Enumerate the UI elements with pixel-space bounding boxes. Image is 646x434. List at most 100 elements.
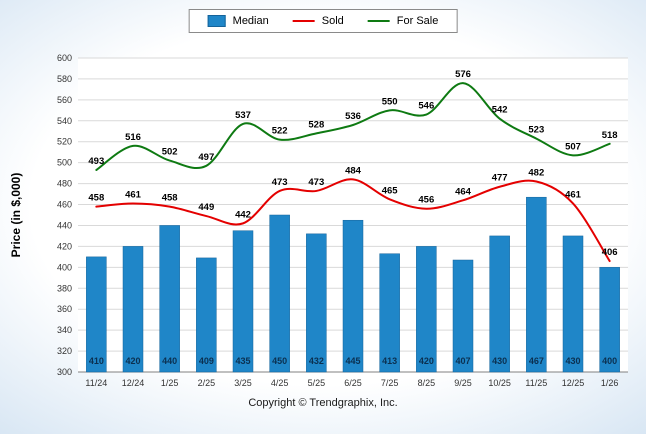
legend-item-median: Median: [207, 15, 269, 27]
point-value-label: 550: [382, 96, 398, 107]
point-value-label: 518: [602, 130, 618, 141]
point-value-label: 542: [492, 105, 508, 116]
bar-value-label: 440: [162, 356, 177, 366]
for-sale-line-swatch-icon: [367, 20, 390, 22]
point-value-label: 458: [88, 193, 104, 204]
y-tick-label: 420: [57, 241, 72, 251]
x-tick-label: 11/24: [85, 378, 107, 388]
median-bar: [452, 259, 474, 373]
sold-line: [95, 178, 611, 263]
y-tick-label: 300: [57, 367, 72, 377]
x-tick-label: 4/25: [271, 378, 289, 388]
point-value-label: 406: [602, 247, 618, 258]
point-value-label: 464: [455, 186, 472, 197]
x-tick-label: 11/25: [525, 378, 547, 388]
x-tick-label: 5/25: [308, 378, 326, 388]
point-value-label: 456: [418, 195, 434, 206]
x-tick-label: 2/25: [198, 378, 216, 388]
legend-item-sold: Sold: [292, 15, 344, 27]
copyright-text: Copyright © Trendgraphix, Inc.: [248, 397, 398, 409]
point-value-label: 482: [528, 168, 544, 179]
median-bar: [86, 256, 107, 373]
point-value-label: 522: [272, 126, 288, 137]
y-tick-label: 400: [57, 262, 72, 272]
point-value-label: 458: [162, 193, 178, 204]
y-tick-label: 600: [57, 53, 72, 63]
y-tick-label: 560: [57, 95, 72, 105]
point-value-label: 516: [125, 132, 141, 143]
point-value-label: 502: [162, 147, 178, 158]
median-bar-swatch-icon: [207, 15, 226, 27]
point-value-label: 473: [272, 177, 288, 188]
point-value-label: 546: [418, 101, 434, 112]
point-value-label: 477: [492, 173, 508, 184]
y-tick-label: 380: [57, 283, 72, 293]
for-sale-line: [95, 82, 611, 171]
x-tick-label: 7/25: [381, 378, 399, 388]
point-value-label: 536: [345, 111, 361, 122]
point-value-label: 449: [198, 202, 214, 213]
median-bar: [599, 267, 620, 373]
median-bar: [489, 235, 510, 373]
bar-value-label: 410: [89, 356, 104, 366]
bar-value-label: 435: [235, 356, 250, 366]
bar-value-label: 432: [309, 356, 324, 366]
x-tick-label: 10/25: [488, 378, 511, 388]
legend-label-median: Median: [232, 15, 269, 27]
y-tick-label: 540: [57, 116, 72, 126]
y-tick-label: 320: [57, 346, 72, 356]
point-value-label: 442: [235, 209, 251, 220]
y-tick-label: 520: [57, 137, 72, 147]
bar-value-label: 467: [529, 356, 544, 366]
median-bar: [159, 225, 180, 373]
y-tick-label: 480: [57, 179, 72, 189]
bar-value-label: 407: [455, 356, 470, 366]
median-bar: [232, 230, 254, 373]
median-bar: [526, 196, 547, 373]
bar-value-label: 450: [272, 356, 287, 366]
median-bar: [122, 246, 144, 373]
bar-value-label: 420: [419, 356, 434, 366]
legend: Median Sold For Sale: [188, 9, 458, 33]
y-tick-label: 440: [57, 220, 72, 230]
bar-value-label: 400: [602, 356, 617, 366]
legend-label-sold: Sold: [321, 15, 344, 27]
x-tick-label: 1/26: [601, 378, 619, 388]
point-value-label: 497: [198, 152, 214, 163]
point-value-label: 537: [235, 110, 251, 121]
x-tick-label: 8/25: [418, 378, 436, 388]
median-bar: [416, 246, 437, 373]
bar-value-label: 409: [199, 356, 214, 366]
point-value-label: 484: [345, 165, 362, 176]
median-bar: [306, 233, 327, 373]
sold-line-swatch-icon: [292, 20, 315, 22]
point-value-label: 461: [565, 189, 582, 200]
x-tick-label: 3/25: [234, 378, 252, 388]
point-value-label: 473: [308, 177, 324, 188]
x-tick-label: 12/24: [122, 378, 145, 388]
median-bar: [269, 214, 290, 373]
legend-label-for-sale: For Sale: [396, 15, 439, 27]
point-value-label: 523: [528, 125, 544, 136]
bar-value-label: 413: [382, 356, 397, 366]
point-value-label: 461: [125, 189, 142, 200]
x-tick-label: 12/25: [562, 378, 585, 388]
bar-value-label: 445: [345, 356, 360, 366]
point-value-label: 528: [308, 119, 324, 130]
median-bar: [562, 235, 584, 373]
bar-value-label: 430: [565, 356, 580, 366]
x-tick-label: 6/25: [344, 378, 362, 388]
median-bar: [379, 253, 400, 373]
point-value-label: 576: [455, 69, 471, 80]
median-bar: [196, 257, 217, 373]
y-tick-label: 460: [57, 200, 72, 210]
point-value-label: 507: [565, 141, 581, 152]
x-tick-label: 9/25: [454, 378, 472, 388]
legend-item-for-sale: For Sale: [367, 15, 439, 27]
y-tick-label: 500: [57, 158, 72, 168]
y-tick-label: 360: [57, 304, 72, 314]
x-tick-label: 1/25: [161, 378, 179, 388]
point-value-label: 493: [88, 156, 104, 167]
